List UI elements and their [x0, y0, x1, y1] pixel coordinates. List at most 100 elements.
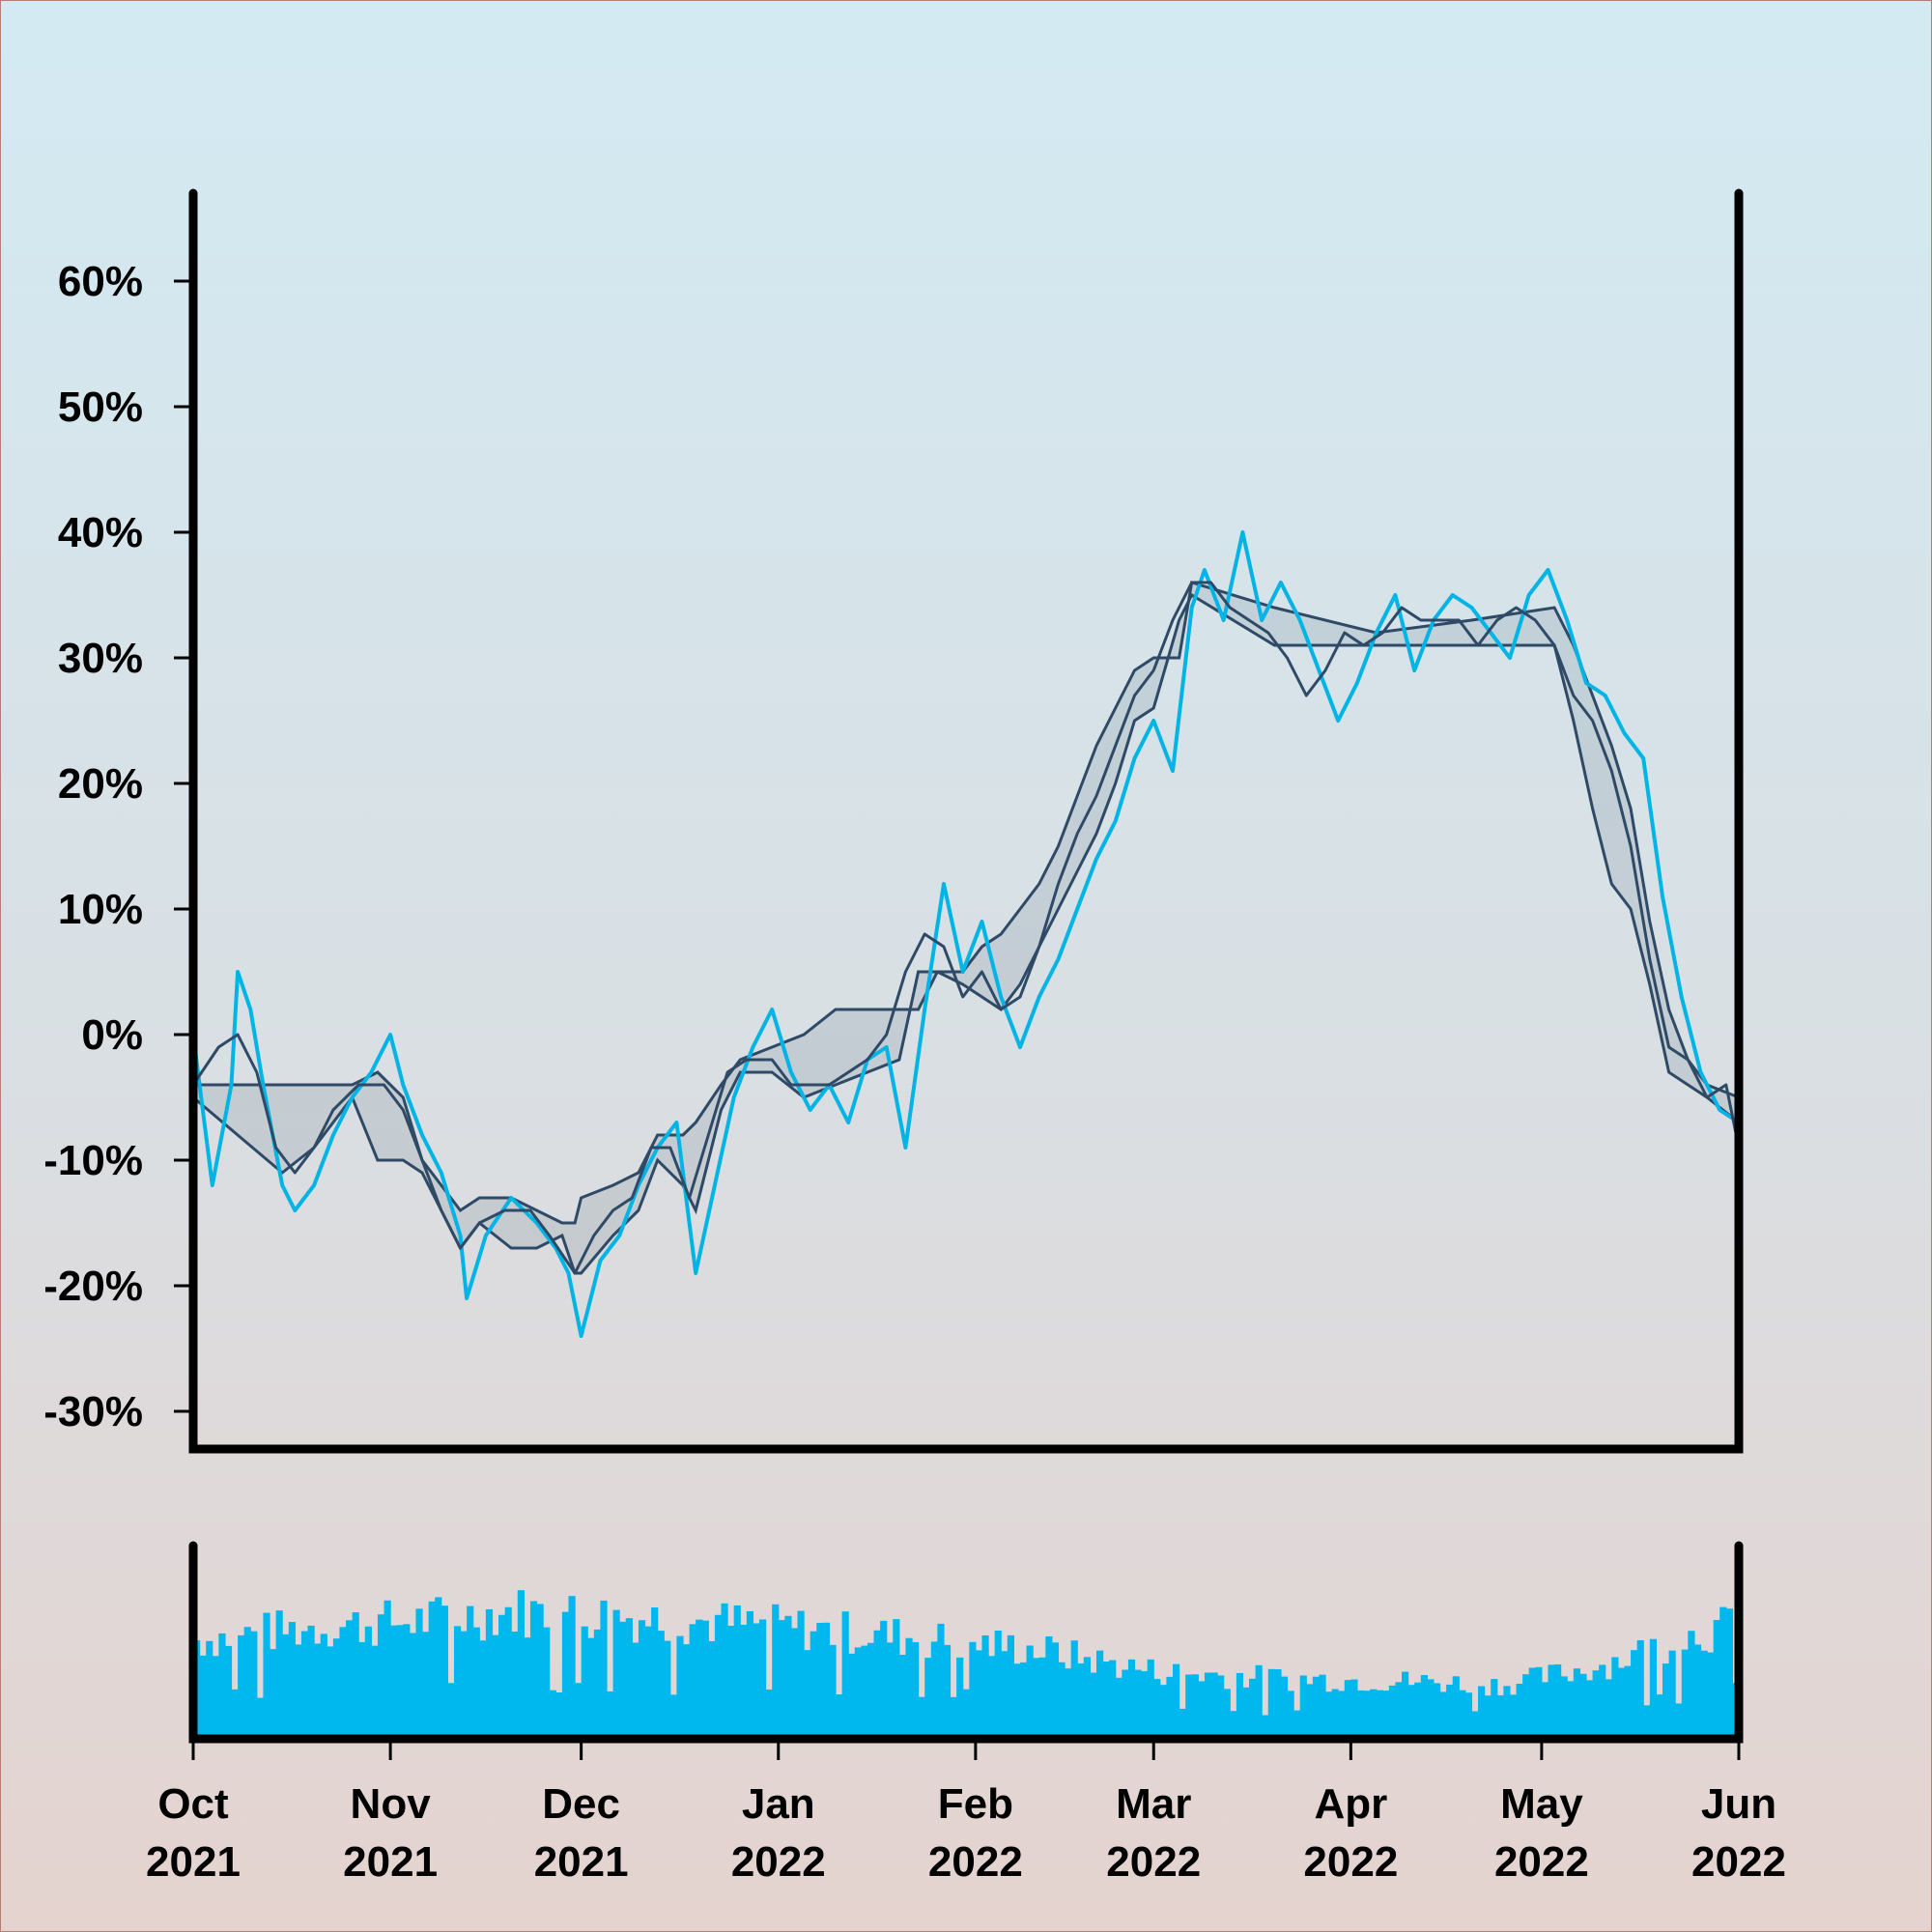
volume-bar — [975, 1650, 983, 1739]
volume-bar — [403, 1624, 411, 1739]
volume-bar — [1267, 1668, 1275, 1739]
volume-bar — [1210, 1672, 1218, 1739]
y-tick-label: 30% — [58, 635, 143, 682]
volume-bar — [218, 1633, 226, 1739]
volume-bar — [472, 1627, 480, 1739]
x-axis: Oct 2021 Nov 2021 Dec 2021 Jan 2022 Feb 2022 Mar 20… — [146, 1739, 1786, 1886]
volume-bar — [1122, 1669, 1129, 1739]
x-tick-month: Dec — [542, 1780, 620, 1828]
volume-bar — [1725, 1608, 1734, 1739]
volume-bar — [1560, 1676, 1568, 1739]
volume-bar — [1141, 1671, 1149, 1739]
volume-bar — [1713, 1619, 1720, 1739]
x-tick-year: 2022 — [928, 1838, 1023, 1886]
volume-bar — [1312, 1676, 1321, 1739]
volume-bar — [568, 1596, 576, 1739]
volume-bar — [467, 1605, 474, 1739]
volume-bar — [1287, 1690, 1294, 1739]
x-tick-month: Oct — [157, 1780, 229, 1828]
volume-bar — [587, 1637, 595, 1739]
volume-bar — [937, 1623, 945, 1739]
volume-bar — [1548, 1664, 1555, 1739]
volume-bar — [415, 1608, 423, 1739]
volume-bar — [1656, 1694, 1663, 1739]
volume-bar — [1230, 1711, 1237, 1739]
volume-bar — [300, 1631, 309, 1739]
volume-bar — [212, 1656, 219, 1739]
volume-bar — [511, 1631, 519, 1739]
volume-bar — [1522, 1674, 1530, 1739]
volume-bar — [485, 1608, 494, 1739]
volume-bar — [848, 1653, 856, 1739]
volume-bar — [1026, 1645, 1034, 1739]
volume-bar — [753, 1623, 760, 1739]
volume-bar — [460, 1631, 468, 1739]
volume-bar — [332, 1638, 341, 1739]
volume-bar — [880, 1620, 888, 1739]
volume-bar — [492, 1634, 499, 1739]
volume-bar — [1719, 1606, 1727, 1739]
volume-bar — [524, 1637, 531, 1739]
volume-bar — [1299, 1675, 1307, 1739]
volume-bar — [606, 1690, 614, 1739]
volume-bar — [224, 1645, 233, 1739]
volume-bar — [898, 1654, 907, 1739]
volume-bar — [1420, 1675, 1428, 1739]
volume-bar — [1503, 1686, 1511, 1739]
volume-bar — [1013, 1663, 1021, 1739]
volume-bar — [1585, 1680, 1594, 1739]
y-tick-label: 40% — [58, 509, 143, 556]
volume-bar — [1356, 1690, 1365, 1739]
volume-bar — [1681, 1649, 1689, 1739]
volume-bar — [428, 1601, 436, 1739]
volume-bar — [1191, 1674, 1199, 1739]
volume-bar — [683, 1644, 691, 1739]
volume-bar — [1707, 1652, 1715, 1739]
volume-axes-spine — [188, 1541, 1744, 1744]
volume-bar — [549, 1690, 556, 1739]
volume-bar — [1528, 1667, 1536, 1739]
volume-bar — [612, 1609, 620, 1739]
volume-bar — [307, 1625, 315, 1739]
volume-bar — [772, 1604, 780, 1739]
volume-bar — [1382, 1690, 1390, 1739]
volume-bar — [1095, 1650, 1104, 1739]
volume-bar — [1338, 1690, 1346, 1739]
volume-bar — [867, 1642, 875, 1739]
volume-bar — [1223, 1689, 1231, 1739]
volume-bar — [371, 1645, 379, 1739]
volume-bar — [435, 1597, 442, 1739]
x-tick-month: Jan — [742, 1780, 815, 1828]
volume-bar — [746, 1610, 754, 1739]
volume-bar — [1172, 1663, 1180, 1739]
volume-bar — [1643, 1705, 1651, 1739]
volume-bar — [1491, 1679, 1498, 1739]
volume-bar — [1541, 1682, 1549, 1739]
volume-bar — [1325, 1691, 1333, 1739]
volume-bar — [314, 1643, 322, 1739]
volume-bar — [1414, 1682, 1422, 1739]
volume-bar — [1038, 1657, 1046, 1739]
volume-bar — [1363, 1690, 1371, 1739]
volume-bar — [1127, 1659, 1136, 1739]
volume-bar — [1693, 1644, 1702, 1739]
volume-bar — [994, 1631, 1002, 1739]
volume-bar — [1427, 1679, 1435, 1739]
volume-bar — [504, 1606, 512, 1739]
volume-bar — [759, 1619, 767, 1739]
x-tick-year: 2021 — [534, 1838, 629, 1886]
volume-bar — [243, 1627, 251, 1739]
volume-bar — [721, 1603, 728, 1739]
volume-bar — [1242, 1687, 1250, 1739]
volume-bar — [905, 1637, 913, 1739]
volume-bar — [479, 1640, 487, 1739]
volume-bar — [924, 1658, 932, 1739]
y-tick-label: 10% — [58, 886, 143, 933]
volume-bar — [1573, 1668, 1580, 1739]
x-tick-year: 2021 — [343, 1838, 438, 1886]
volume-bar — [708, 1640, 716, 1739]
volume-bar — [727, 1626, 735, 1739]
volume-bar — [676, 1635, 684, 1739]
x-tick-month: Nov — [351, 1780, 432, 1828]
